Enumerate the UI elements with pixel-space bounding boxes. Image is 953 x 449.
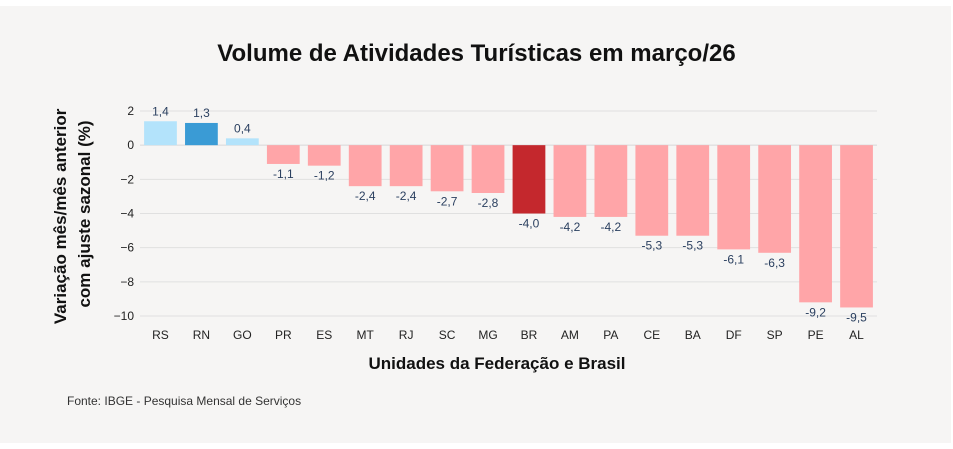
x-tick-label-al: AL [849, 328, 864, 342]
bar-es [307, 145, 341, 166]
x-tick-label-ba: BA [685, 328, 701, 342]
chart-card [0, 6, 951, 443]
y-axis-label-line-2: com ajuste sazonal (%) [75, 120, 94, 307]
gridlines [140, 110, 877, 317]
x-tick-label-rs: RS [152, 328, 169, 342]
x-tick-label-rj: RJ [399, 328, 414, 342]
value-label-es: -1,2 [314, 169, 335, 183]
bar-sc [430, 145, 464, 192]
bar-pe [799, 145, 832, 303]
bars [144, 121, 873, 308]
bar-rn [185, 122, 218, 146]
y-tick-label: 2 [127, 104, 134, 118]
bar-go [225, 138, 259, 146]
x-tick-label-pa: PA [603, 328, 618, 342]
bar-mg [471, 145, 505, 193]
x-tick-label-es: ES [316, 328, 332, 342]
value-label-sc: -2,7 [437, 194, 458, 208]
value-label-mg: -2,8 [478, 196, 499, 210]
x-tick-label-pe: PE [808, 328, 824, 342]
x-axis-ticks: RS RN GO PR ES MT RJ SC MG BR AM PA CE BA DF SP PE AL [152, 328, 864, 342]
bar-rs [144, 121, 177, 146]
value-label-mt: -2,4 [355, 189, 376, 203]
y-tick-label: −6 [120, 241, 134, 255]
bar-mt [348, 145, 382, 187]
bar-br [512, 145, 546, 214]
bar-df [717, 145, 751, 250]
value-label-pr: -1,1 [273, 167, 294, 181]
bar-ce [635, 145, 669, 236]
value-label-ce: -5,3 [641, 239, 662, 253]
y-tick-label: −2 [120, 172, 134, 186]
bar-pr [266, 145, 300, 164]
x-tick-label-go: GO [233, 328, 252, 342]
y-axis-label: Variação mês/mês anterior com ajuste saz… [51, 104, 94, 324]
value-label-rn: 1,3 [193, 106, 210, 120]
value-label-br: -4,0 [519, 217, 540, 231]
x-tick-label-pr: PR [275, 328, 292, 342]
x-tick-label-df: DF [726, 328, 742, 342]
x-tick-label-am: AM [561, 328, 579, 342]
source-note: Fonte: IBGE - Pesquisa Mensal de Serviço… [67, 394, 302, 408]
bar-pa [594, 145, 628, 217]
x-axis-label: Unidades da Federação e Brasil [369, 354, 626, 373]
value-labels: 1,4 1,3 0,4 -1,1 -1,2 -2,4 -2,4 -2,7 -2,8 -4,0 -4,… [152, 104, 867, 324]
value-label-am: -4,2 [560, 220, 581, 234]
bar-am [553, 145, 587, 217]
value-label-al: -9,5 [846, 310, 867, 324]
x-tick-label-mg: MG [478, 328, 497, 342]
value-label-ba: -5,3 [682, 239, 703, 253]
x-tick-label-mt: MT [357, 328, 375, 342]
x-tick-label-sp: SP [767, 328, 783, 342]
x-tick-label-ce: CE [643, 328, 660, 342]
y-tick-label: −10 [114, 309, 135, 323]
chart-title: Volume de Atividades Turísticas em março… [217, 40, 736, 67]
y-axis-ticks: 2 0 −2 −4 −6 −8 −10 [114, 104, 135, 323]
x-tick-label-rn: RN [193, 328, 210, 342]
value-label-pa: -4,2 [601, 220, 622, 234]
value-label-go: 0,4 [234, 121, 251, 135]
bar-ba [676, 145, 710, 236]
bar-al [840, 145, 873, 308]
value-label-sp: -6,3 [764, 256, 785, 270]
y-axis-label-line-1: Variação mês/mês anterior [51, 108, 70, 324]
x-tick-label-br: BR [521, 328, 538, 342]
value-label-rs: 1,4 [152, 104, 169, 118]
value-label-df: -6,1 [723, 252, 744, 266]
bar-sp [758, 145, 792, 253]
y-tick-label: −4 [120, 207, 134, 221]
x-tick-label-sc: SC [439, 328, 456, 342]
bar-rj [389, 145, 423, 187]
value-label-pe: -9,2 [805, 305, 826, 319]
value-label-rj: -2,4 [396, 189, 417, 203]
y-tick-label: 0 [127, 138, 134, 152]
y-tick-label: −8 [120, 275, 134, 289]
